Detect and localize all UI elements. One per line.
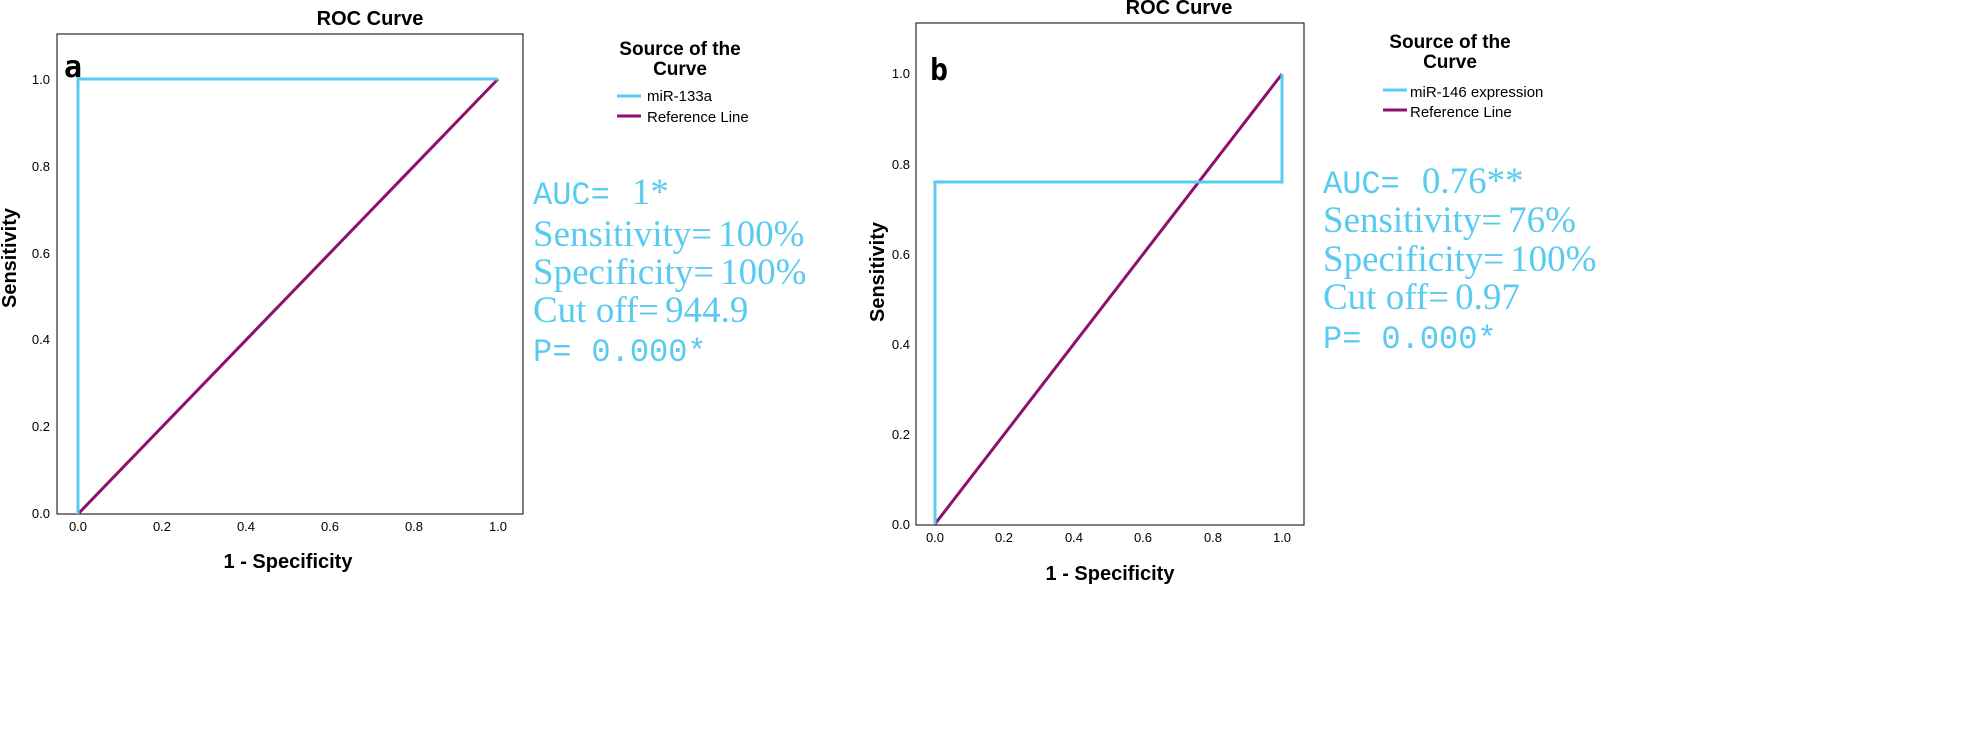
stat-p-value: P= 0.000* <box>533 334 707 371</box>
legend-title-line: Source of the <box>619 39 740 60</box>
stat-value: 76% <box>1508 200 1576 241</box>
roc-curve-line <box>76 77 498 514</box>
y-tick-label: 0.6 <box>892 247 910 262</box>
x-tick-label: 0.2 <box>995 530 1013 545</box>
roc-curve-line <box>933 74 1284 524</box>
stat-value: 0.000* <box>1381 321 1496 358</box>
reference-line <box>76 77 500 516</box>
y-tick-label: 0.2 <box>32 419 50 434</box>
chart-title: ROC Curve <box>1126 0 1233 19</box>
panel-b: ROC Curve b 0.0 0.2 0.4 0.6 0.8 1.0 0.0 … <box>867 0 1596 585</box>
y-tick-label: 0.2 <box>892 427 910 442</box>
y-tick-label: 0.0 <box>892 517 910 532</box>
legend-title-line: Source of the <box>1389 32 1510 53</box>
stat-sensitivity: Sensitivity= 100% <box>533 214 805 255</box>
legend-title-line: Curve <box>1423 52 1477 73</box>
legend: Source of the Curve miR-133a Reference L… <box>617 39 749 126</box>
stat-auc: AUC= 0.76** <box>1323 161 1524 203</box>
x-axis-label: 1 - Specificity <box>1046 563 1176 585</box>
stat-label: Sensitivity= <box>1323 200 1502 241</box>
stat-label: AUC= <box>1323 166 1400 203</box>
x-tick-label: 0.4 <box>237 519 255 534</box>
x-tick-label: 0.6 <box>321 519 339 534</box>
plot-frame <box>915 22 1305 526</box>
y-axis-label: Sensitivity <box>867 221 889 322</box>
stats-annotation: AUC= 0.76** Sensitivity= 76% Specificity= 1… <box>1323 161 1596 358</box>
stat-label: AUC= <box>533 177 610 214</box>
x-tick-label: 0.8 <box>405 519 423 534</box>
y-tick-label: 0.0 <box>32 506 50 521</box>
stat-label: P= <box>1323 321 1361 358</box>
stat-value: 100% <box>720 252 806 293</box>
y-tick-label: 0.4 <box>32 332 50 347</box>
legend-entry: miR-133a <box>647 88 713 105</box>
stat-cutoff: Cut off= 944.9 <box>533 290 748 331</box>
stat-specificity: Specificity= 100% <box>1323 239 1596 280</box>
stat-value: 100% <box>718 214 804 255</box>
x-tick-label: 0.4 <box>1065 530 1083 545</box>
stat-cutoff: Cut off= 0.97 <box>1323 277 1520 318</box>
stat-value: 100% <box>1510 239 1596 280</box>
x-tick-label: 0.8 <box>1204 530 1222 545</box>
stat-value: 0.000* <box>591 334 706 371</box>
stat-sensitivity: Sensitivity= 76% <box>1323 200 1576 241</box>
legend: Source of the Curve miR-146 expression R… <box>1383 32 1543 121</box>
panel-letter: a <box>64 50 82 85</box>
chart-title: ROC Curve <box>317 8 424 30</box>
x-tick-label: 0.2 <box>153 519 171 534</box>
y-tick-label: 1.0 <box>892 66 910 81</box>
y-axis-label: Sensitivity <box>0 207 21 308</box>
stat-value: 1* <box>632 172 669 213</box>
legend-entry: Reference Line <box>647 109 749 126</box>
y-tick-label: 0.6 <box>32 246 50 261</box>
stat-auc: AUC= 1* <box>533 172 669 214</box>
plot-frame <box>56 33 524 515</box>
legend-entry: miR-146 expression <box>1410 84 1543 101</box>
stat-label: Sensitivity= <box>533 214 712 255</box>
stat-label: P= <box>533 334 571 371</box>
panel-a: ROC Curve a 0.0 0.2 0.4 0.6 0.8 1.0 0.0 … <box>0 8 806 573</box>
x-axis-ticks: 0.0 0.2 0.4 0.6 0.8 1.0 <box>69 519 507 534</box>
stat-label: Cut off= <box>533 290 659 331</box>
y-tick-label: 0.8 <box>892 157 910 172</box>
x-axis-ticks: 0.0 0.2 0.4 0.6 0.8 1.0 <box>926 530 1291 545</box>
y-axis-ticks: 0.0 0.2 0.4 0.6 0.8 1.0 <box>892 66 910 532</box>
stat-label: Specificity= <box>1323 239 1504 280</box>
x-tick-label: 0.0 <box>926 530 944 545</box>
y-tick-label: 1.0 <box>32 72 50 87</box>
x-tick-label: 1.0 <box>1273 530 1291 545</box>
panel-letter: b <box>930 53 948 88</box>
y-tick-label: 0.4 <box>892 337 910 352</box>
legend-entry: Reference Line <box>1410 104 1512 121</box>
stats-annotation: AUC= 1* Sensitivity= 100% Specificity= 100%… <box>533 172 806 371</box>
x-tick-label: 0.0 <box>69 519 87 534</box>
stat-label: Cut off= <box>1323 277 1449 318</box>
reference-line <box>933 73 1284 525</box>
x-axis-label: 1 - Specificity <box>224 551 354 573</box>
stat-value: 0.97 <box>1455 277 1520 318</box>
stat-label: Specificity= <box>533 252 714 293</box>
stat-specificity: Specificity= 100% <box>533 252 806 293</box>
stat-p-value: P= 0.000* <box>1323 321 1497 358</box>
y-axis-ticks: 0.0 0.2 0.4 0.6 0.8 1.0 <box>32 72 50 521</box>
stat-value: 0.76** <box>1422 161 1524 202</box>
x-tick-label: 1.0 <box>489 519 507 534</box>
y-tick-label: 0.8 <box>32 159 50 174</box>
legend-title-line: Curve <box>653 59 707 80</box>
stat-value: 944.9 <box>665 290 748 331</box>
x-tick-label: 0.6 <box>1134 530 1152 545</box>
